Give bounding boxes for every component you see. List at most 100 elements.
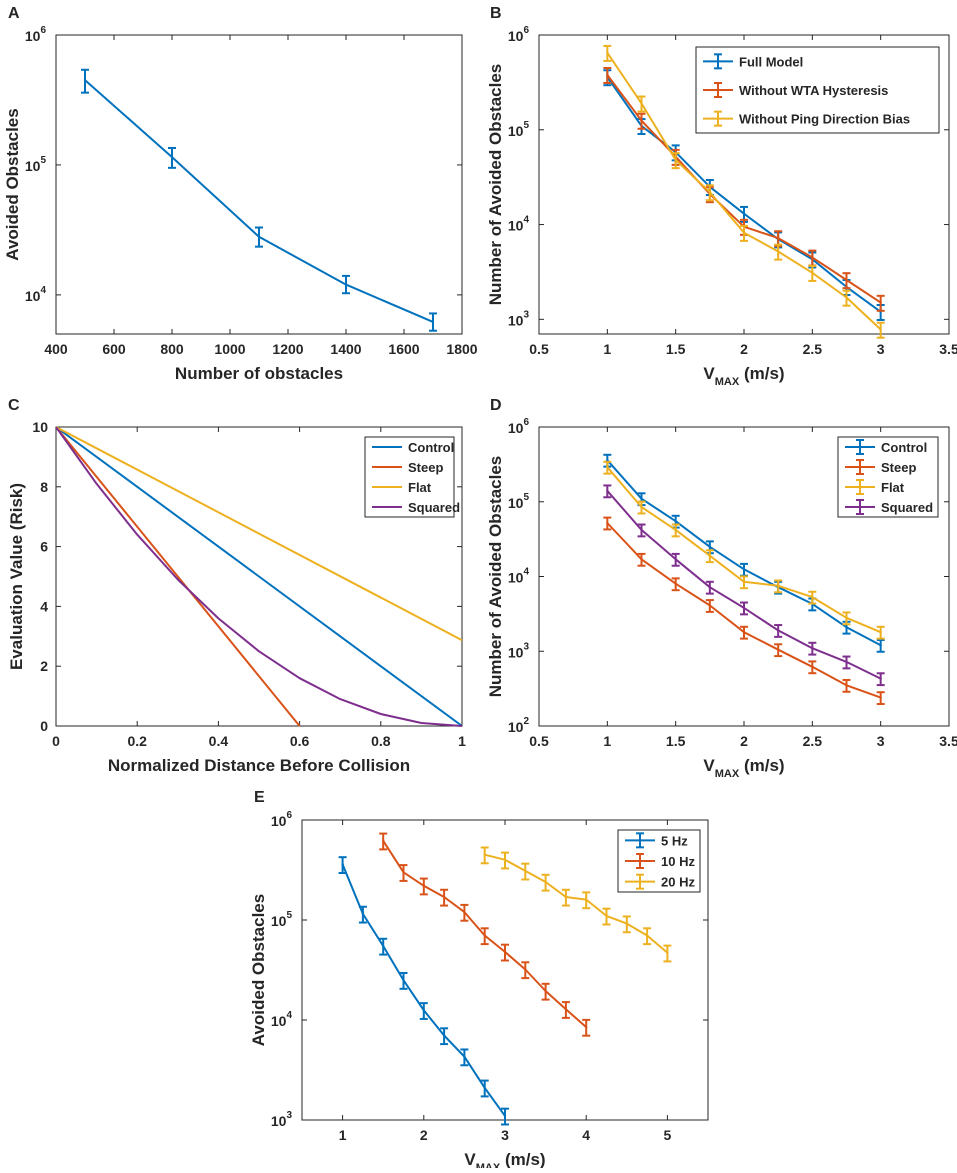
x-tick-label: 1.5 <box>666 733 686 749</box>
data-point <box>879 677 881 679</box>
data-point <box>443 896 445 898</box>
x-tick-label: 1200 <box>272 341 303 357</box>
x-axis-label-subscript: MAX <box>476 1162 501 1168</box>
data-point <box>382 840 384 842</box>
x-axis-label: VMAX (m/s) <box>703 364 784 388</box>
data-point <box>811 272 813 274</box>
y-tick-label: 104 <box>271 1010 293 1029</box>
y-axis-label: Evaluation Value (Risk) <box>7 483 26 670</box>
data-point <box>524 968 526 970</box>
data-point <box>504 859 506 861</box>
y-tick-label: 106 <box>25 25 47 44</box>
data-point <box>777 250 779 252</box>
y-tick-label: 105 <box>508 492 530 511</box>
y-tick-base: 10 <box>271 813 287 829</box>
y-axis-label: Number of Avoided Obstacles <box>486 64 505 306</box>
data-point <box>432 321 434 323</box>
data-point <box>845 617 847 619</box>
y-tick-label: 2 <box>40 658 48 674</box>
y-tick-exponent: 4 <box>286 1010 292 1021</box>
panel-letter: A <box>8 5 20 22</box>
y-tick-label: 104 <box>25 285 47 304</box>
legend-label: Full Model <box>739 54 803 69</box>
data-point <box>811 647 813 649</box>
data-point <box>777 629 779 631</box>
data-point <box>585 898 587 900</box>
y-tick-label: 6 <box>40 539 48 555</box>
x-tick-label: 1 <box>603 341 611 357</box>
data-point <box>743 607 745 609</box>
x-axis-label-unit: (m/s) <box>739 364 784 383</box>
x-tick-label: 1 <box>339 1127 347 1143</box>
y-tick-exponent: 4 <box>40 285 46 296</box>
data-point <box>640 558 642 560</box>
x-tick-label: 800 <box>160 341 184 357</box>
data-point <box>811 596 813 598</box>
y-tick-base: 10 <box>508 644 524 660</box>
data-point <box>504 1115 506 1117</box>
x-tick-label: 5 <box>664 1127 672 1143</box>
series-steep <box>56 427 300 726</box>
y-tick-exponent: 3 <box>523 641 529 652</box>
data-point <box>646 934 648 936</box>
panel-letter: B <box>490 5 502 22</box>
y-tick-exponent: 5 <box>40 155 46 166</box>
y-tick-label: 4 <box>40 598 48 614</box>
legend-label: Flat <box>881 480 905 495</box>
x-tick-label: 0.5 <box>529 733 549 749</box>
y-tick-base: 10 <box>25 158 41 174</box>
data-point <box>171 156 173 158</box>
data-point <box>879 644 881 646</box>
y-tick-base: 10 <box>508 495 524 511</box>
x-tick-label: 0.5 <box>529 341 549 357</box>
data-point <box>640 506 642 508</box>
y-tick-exponent: 3 <box>286 1110 292 1121</box>
y-tick-exponent: 4 <box>523 215 529 226</box>
y-tick-label: 106 <box>508 25 530 44</box>
y-tick-label: 8 <box>40 479 48 495</box>
x-tick-label: 3 <box>877 733 885 749</box>
data-point <box>362 913 364 915</box>
y-tick-base: 10 <box>508 123 524 139</box>
x-tick-label: 0.2 <box>127 733 147 749</box>
data-point <box>777 585 779 587</box>
x-axis-label: VMAX (m/s) <box>464 1150 545 1168</box>
data-point <box>484 1087 486 1089</box>
panel-letter: E <box>254 789 265 806</box>
y-tick-label: 10 <box>32 419 48 435</box>
y-tick-exponent: 6 <box>40 25 46 36</box>
y-tick-label: 104 <box>508 567 530 586</box>
data-point <box>606 490 608 492</box>
data-point <box>743 568 745 570</box>
x-tick-label: 2.5 <box>803 733 823 749</box>
data-point <box>504 951 506 953</box>
data-point <box>626 922 628 924</box>
data-point <box>879 328 881 330</box>
data-point <box>443 1034 445 1036</box>
y-tick-label: 103 <box>271 1110 293 1129</box>
series-5-hz <box>339 857 509 1124</box>
x-axis-label-main: V <box>703 364 715 383</box>
x-tick-label: 3 <box>501 1127 509 1143</box>
data-point <box>423 1009 425 1011</box>
series-main <box>81 70 437 331</box>
data-point <box>484 853 486 855</box>
x-axis-label-unit: (m/s) <box>739 756 784 775</box>
data-point <box>524 870 526 872</box>
y-tick-base: 10 <box>271 1013 287 1029</box>
y-tick-label: 105 <box>508 120 530 139</box>
x-tick-label: 1400 <box>330 341 361 357</box>
x-tick-label: 2.5 <box>803 341 823 357</box>
y-tick-exponent: 6 <box>286 810 292 821</box>
data-point <box>345 283 347 285</box>
y-tick-label: 103 <box>508 309 530 328</box>
data-point <box>879 631 881 633</box>
y-tick-exponent: 5 <box>523 492 529 503</box>
x-axis-label-main: V <box>464 1150 476 1168</box>
x-axis-label: Normalized Distance Before Collision <box>108 756 410 775</box>
x-tick-label: 2 <box>420 1127 428 1143</box>
data-point <box>845 661 847 663</box>
